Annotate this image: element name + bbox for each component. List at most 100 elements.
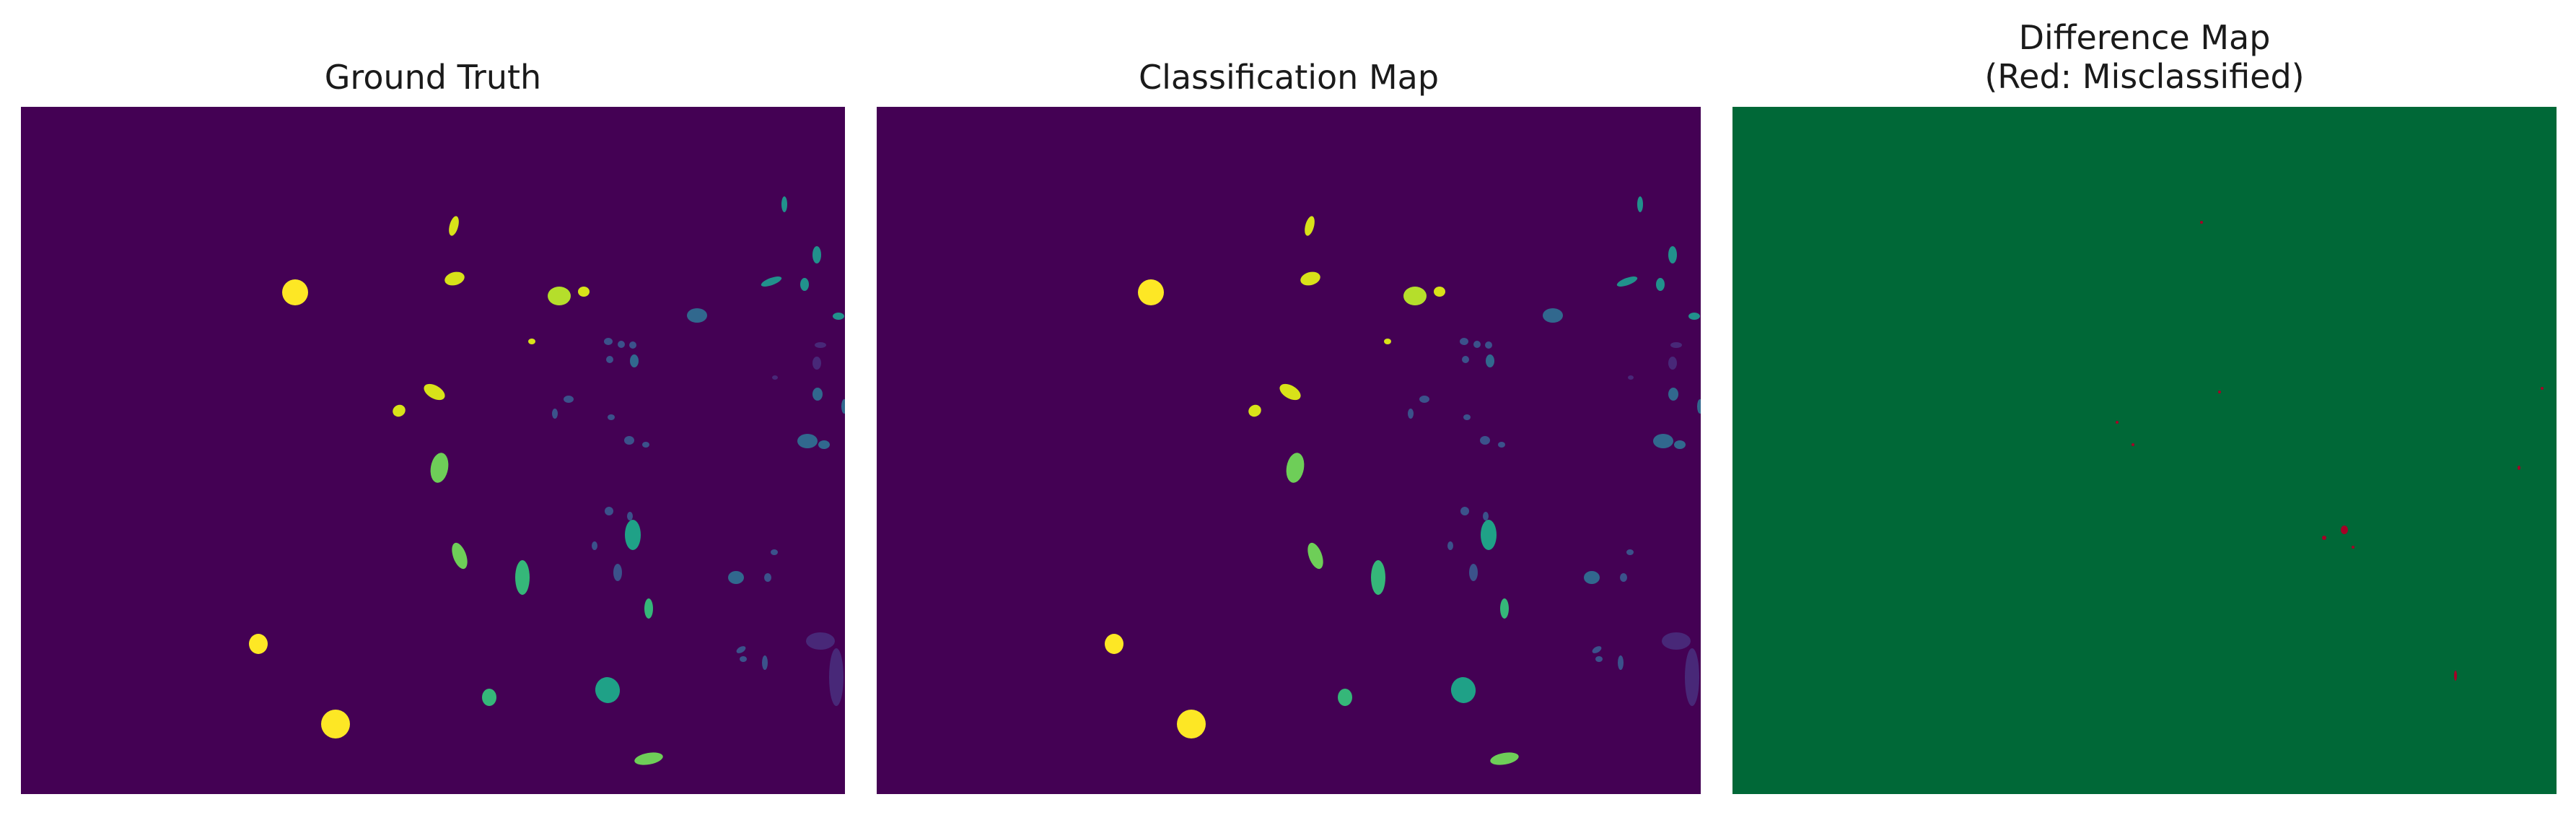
ground-truth-region bbox=[606, 356, 613, 363]
classification-region bbox=[1463, 414, 1471, 420]
classification-region bbox=[1447, 541, 1453, 550]
ground-truth-region bbox=[815, 342, 826, 348]
classification-region bbox=[1584, 571, 1600, 584]
ground-truth-region bbox=[482, 689, 496, 706]
ground-truth-region bbox=[762, 655, 768, 670]
classification-region bbox=[1626, 549, 1634, 555]
ground-truth-region bbox=[578, 287, 590, 297]
classification-region bbox=[1338, 689, 1352, 706]
classification-region bbox=[1485, 341, 1492, 349]
ground-truth-region bbox=[449, 216, 459, 236]
ground-truth-region bbox=[728, 571, 744, 584]
ground-truth-panel: Ground Truth bbox=[21, 0, 845, 815]
classification-region bbox=[1481, 520, 1497, 550]
ground-truth-region bbox=[812, 246, 821, 263]
ground-truth-region bbox=[627, 512, 633, 520]
ground-truth-region bbox=[818, 440, 830, 449]
classification-region bbox=[1637, 196, 1643, 212]
misclassified-pixel bbox=[2200, 221, 2203, 224]
ground-truth-region bbox=[812, 357, 821, 370]
classification-region bbox=[1462, 356, 1469, 363]
classification-region bbox=[1138, 279, 1164, 305]
classification-region bbox=[1486, 354, 1494, 367]
ground-truth-region bbox=[761, 276, 782, 287]
classification-region bbox=[1460, 338, 1468, 345]
classification-region bbox=[1105, 634, 1123, 654]
ground-truth-region bbox=[430, 453, 449, 483]
ground-truth-region bbox=[800, 278, 809, 291]
ground-truth-region bbox=[764, 573, 771, 582]
ground-truth-region bbox=[618, 341, 625, 348]
classification-region bbox=[1670, 342, 1682, 348]
classification-region bbox=[1403, 287, 1427, 305]
misclassified-pixel bbox=[2116, 421, 2119, 424]
ground-truth-region bbox=[452, 542, 468, 570]
ground-truth-region bbox=[797, 434, 818, 448]
classification-region bbox=[1662, 632, 1691, 650]
ground-truth-region bbox=[424, 383, 445, 401]
ground-truth-region bbox=[806, 632, 835, 650]
ground-truth-region bbox=[812, 388, 823, 401]
ground-truth-region bbox=[528, 339, 535, 344]
classification-region bbox=[1305, 216, 1315, 236]
classification-region bbox=[1248, 404, 1261, 417]
ground-truth-map bbox=[21, 107, 845, 794]
classification-region bbox=[1300, 271, 1320, 286]
classification-region bbox=[1595, 656, 1603, 662]
classification-region bbox=[1685, 648, 1699, 706]
ground-truth-region bbox=[625, 520, 641, 550]
ground-truth-region bbox=[552, 409, 558, 419]
ground-truth-region bbox=[515, 560, 530, 595]
classification-region bbox=[1688, 313, 1700, 320]
classification-image bbox=[877, 107, 1701, 794]
ground-truth-region bbox=[605, 507, 613, 515]
ground-truth-region bbox=[781, 196, 787, 212]
classification-region bbox=[1620, 573, 1627, 582]
ground-truth-region bbox=[282, 279, 308, 305]
classification-region bbox=[1177, 710, 1206, 738]
ground-truth-region bbox=[634, 752, 663, 765]
classification-region bbox=[1460, 507, 1469, 515]
classification-region bbox=[1628, 375, 1634, 380]
ground-truth-region bbox=[608, 414, 615, 420]
classification-region bbox=[1469, 564, 1478, 581]
classification-region bbox=[1483, 512, 1489, 520]
classification-region bbox=[1371, 560, 1385, 595]
classification-region bbox=[1592, 646, 1602, 653]
classification-region bbox=[1434, 287, 1445, 297]
ground-truth-region bbox=[841, 399, 845, 414]
ground-truth-region bbox=[444, 271, 465, 286]
misclassified-pixel bbox=[2352, 546, 2354, 549]
ground-truth-region bbox=[740, 656, 747, 662]
difference-map bbox=[1732, 107, 2557, 794]
ground-truth-background bbox=[21, 107, 845, 794]
ground-truth-region bbox=[592, 541, 597, 550]
ground-truth-region bbox=[613, 564, 622, 581]
classification-region bbox=[1286, 453, 1305, 483]
ground-truth-region bbox=[630, 354, 639, 367]
classification-region bbox=[1408, 409, 1414, 419]
classification-region bbox=[1419, 396, 1429, 403]
classification-region bbox=[1384, 339, 1391, 344]
ground-truth-region bbox=[829, 648, 844, 706]
classification-background bbox=[877, 107, 1701, 794]
misclassified-pixel bbox=[2341, 526, 2348, 534]
classification-region bbox=[1668, 388, 1678, 401]
difference-panel: Difference Map (Red: Misclassified) bbox=[1732, 0, 2557, 815]
ground-truth-region bbox=[564, 396, 574, 403]
ground-truth-region bbox=[393, 404, 406, 417]
classification-region bbox=[1543, 308, 1563, 323]
classification-region bbox=[1656, 278, 1665, 291]
classification-region bbox=[1498, 442, 1505, 448]
ground-truth-region bbox=[249, 634, 268, 654]
classification-region bbox=[1653, 434, 1673, 448]
classification-region bbox=[1307, 542, 1323, 570]
ground-truth-region bbox=[772, 375, 778, 380]
classification-panel: Classification Map bbox=[877, 0, 1701, 815]
classification-region bbox=[1490, 752, 1519, 765]
ground-truth-title: Ground Truth bbox=[324, 58, 542, 97]
misclassified-pixel bbox=[2132, 443, 2134, 446]
ground-truth-region bbox=[548, 287, 571, 305]
misclassified-pixel bbox=[2218, 391, 2221, 393]
ground-truth-region bbox=[736, 646, 746, 653]
